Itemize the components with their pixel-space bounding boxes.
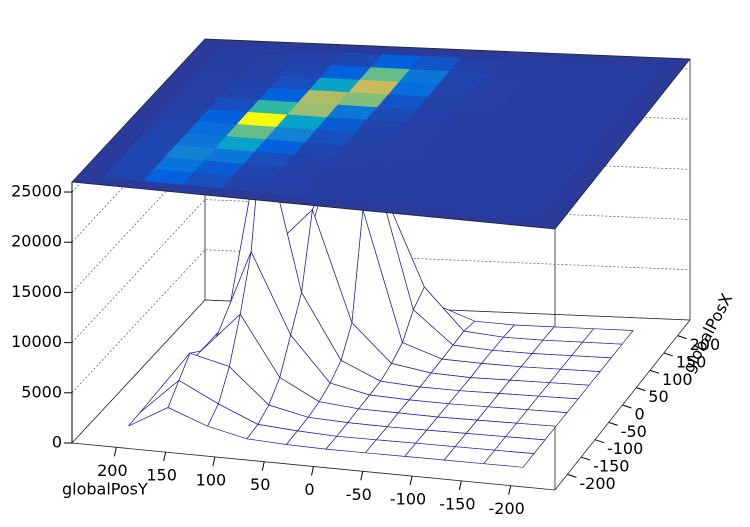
- y-axis-title: globalPosY: [62, 480, 148, 499]
- x-tick-label: -200: [579, 474, 615, 493]
- y-tick-label: -200: [488, 499, 524, 518]
- grid-line: [71, 199, 691, 343]
- z-tick-label: 10000: [11, 332, 62, 351]
- z-tick-label: 5000: [21, 382, 62, 401]
- y-tick-label: 200: [97, 461, 128, 480]
- y-tick: [360, 471, 364, 481]
- y-tick-label: 100: [196, 470, 227, 489]
- x-tick-label: 150: [676, 352, 707, 371]
- y-tick-label: -50: [346, 485, 372, 504]
- surface-cell: [128, 380, 180, 427]
- x-tick-label: -50: [621, 422, 647, 441]
- y-tick: [508, 485, 512, 495]
- x-tick: [594, 439, 605, 444]
- x-tick-label: -100: [607, 439, 643, 458]
- z-tick-label: 20000: [11, 232, 62, 251]
- box-edge: [71, 319, 691, 491]
- x-tick: [677, 335, 687, 340]
- x-tick: [663, 352, 673, 357]
- y-tick-label: 0: [304, 480, 314, 499]
- y-tick: [113, 447, 117, 457]
- y-tick-label: -100: [390, 490, 426, 509]
- y-tick-label: -150: [439, 494, 475, 513]
- grid-line: [71, 149, 691, 293]
- colormap-cell: [211, 47, 264, 62]
- y-tick-label: 150: [146, 466, 177, 485]
- z-tick-label: 0: [52, 433, 62, 452]
- x-tick: [622, 404, 632, 409]
- x-tick: [636, 387, 646, 392]
- y-tick: [409, 475, 413, 486]
- x-axis-title: globalPosX: [679, 290, 737, 376]
- x-tick-label: 50: [648, 387, 668, 406]
- z-tick-label: 15000: [11, 282, 62, 301]
- x-tick: [608, 421, 618, 426]
- y-tick: [212, 456, 216, 467]
- grid-line: [71, 98, 691, 243]
- y-tick: [163, 452, 167, 462]
- x-tick-label: 200: [690, 335, 721, 354]
- x-tick-label: -150: [593, 457, 629, 476]
- y-tick-label: 50: [250, 475, 270, 494]
- box-edge: [71, 299, 691, 444]
- x-tick: [567, 473, 577, 478]
- x-tick: [581, 456, 591, 461]
- y-tick: [311, 466, 314, 476]
- x-tick-label: 0: [635, 405, 645, 424]
- z-tick-label: 25000: [11, 182, 62, 201]
- x-tick: [649, 369, 660, 374]
- grid-line: [71, 249, 691, 394]
- y-tick: [458, 480, 462, 490]
- x-tick-label: 100: [662, 370, 693, 389]
- y-tick: [261, 461, 265, 471]
